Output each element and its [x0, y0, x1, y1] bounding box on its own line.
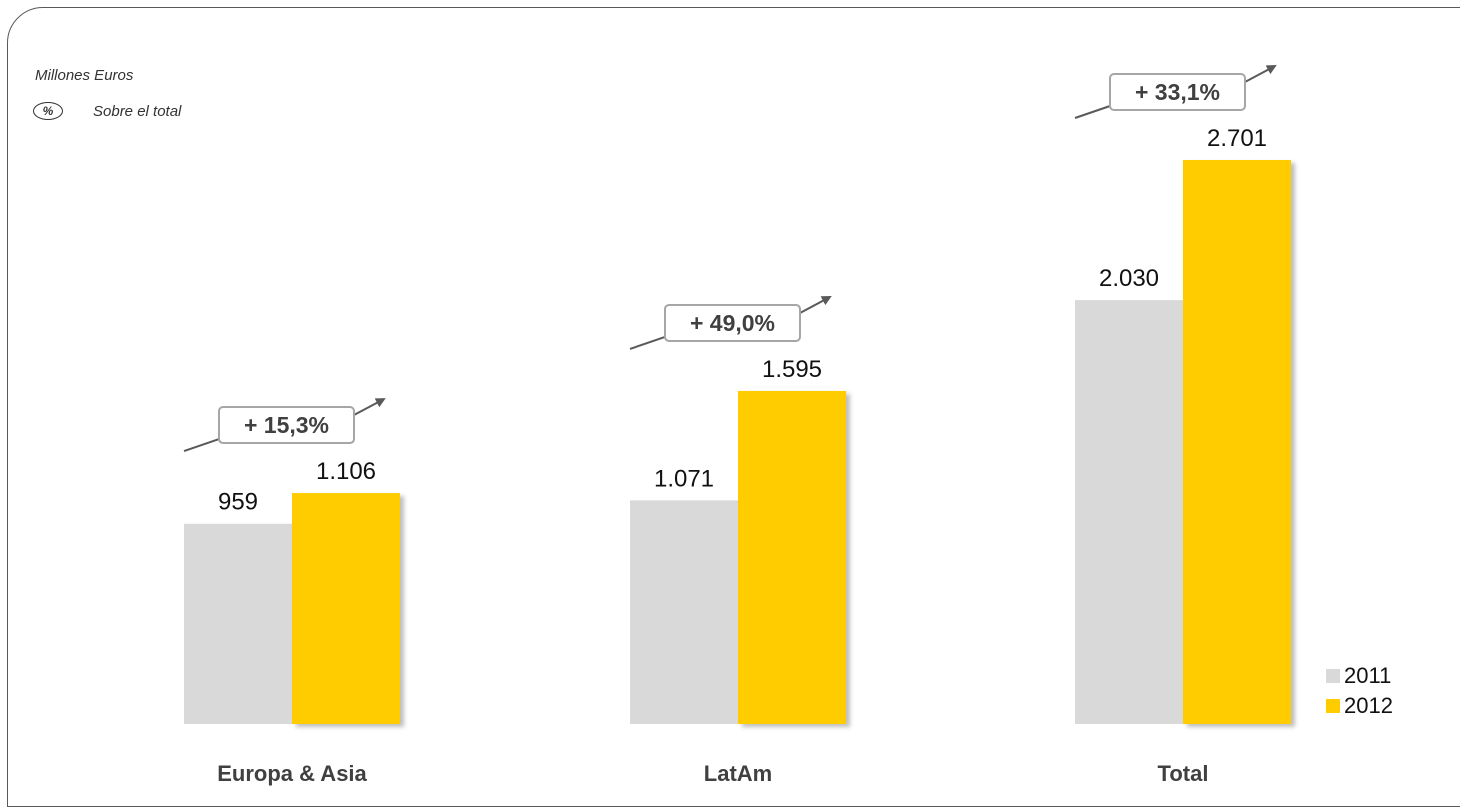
category-label-latam: LatAm [704, 761, 772, 786]
growth-box-latam [664, 303, 801, 342]
category-label-europa-asia: Europa & Asia [217, 761, 367, 786]
category-label-total: Total [1158, 761, 1209, 786]
growth-box-total [1109, 73, 1246, 111]
growth-arrow-tail-latam [629, 335, 666, 350]
growth-label-europa-asia: + 15,3% [244, 412, 329, 438]
value-label-latam-2011: 1.071 [654, 465, 714, 492]
value-label-europa-asia-2011: 959 [218, 489, 258, 516]
legend: 2011 2012 [1326, 661, 1393, 721]
growth-label-total: + 33,1% [1135, 79, 1220, 105]
legend-item-2011: 2011 [1326, 661, 1393, 691]
growth-arrow-icon-total [1244, 65, 1277, 83]
growth-arrow-tail-total [1074, 105, 1111, 119]
bar-europa-asia-2011 [184, 523, 292, 724]
legend-label-2011: 2011 [1344, 663, 1392, 688]
value-label-latam-2012: 1.595 [762, 356, 822, 383]
growth-box-europa-asia [218, 406, 355, 445]
legend-swatch-2012 [1326, 699, 1340, 713]
percent-note-text: Sobre el total [93, 103, 182, 120]
growth-arrow-tail-europa-asia [183, 438, 220, 453]
value-label-europa-asia-2012: 1.106 [316, 458, 376, 485]
bar-total-2011 [1075, 300, 1183, 724]
unit-label: Millones Euros [35, 67, 134, 84]
value-label-total-2011: 2.030 [1099, 265, 1159, 292]
percent-badge-icon: % [33, 102, 63, 120]
growth-arrow-icon-europa-asia [353, 398, 386, 416]
legend-swatch-2011 [1326, 669, 1340, 683]
bar-latam-2012 [738, 390, 846, 724]
legend-item-2012: 2012 [1326, 691, 1393, 721]
legend-label-2012: 2012 [1344, 693, 1393, 718]
bar-europa-asia-2012 [292, 493, 400, 724]
bar-latam-2011 [630, 500, 738, 724]
growth-label-latam: + 49,0% [690, 310, 775, 336]
bar-total-2012 [1183, 160, 1291, 724]
value-label-total-2012: 2.701 [1207, 125, 1267, 152]
growth-arrow-icon-latam [799, 296, 832, 314]
